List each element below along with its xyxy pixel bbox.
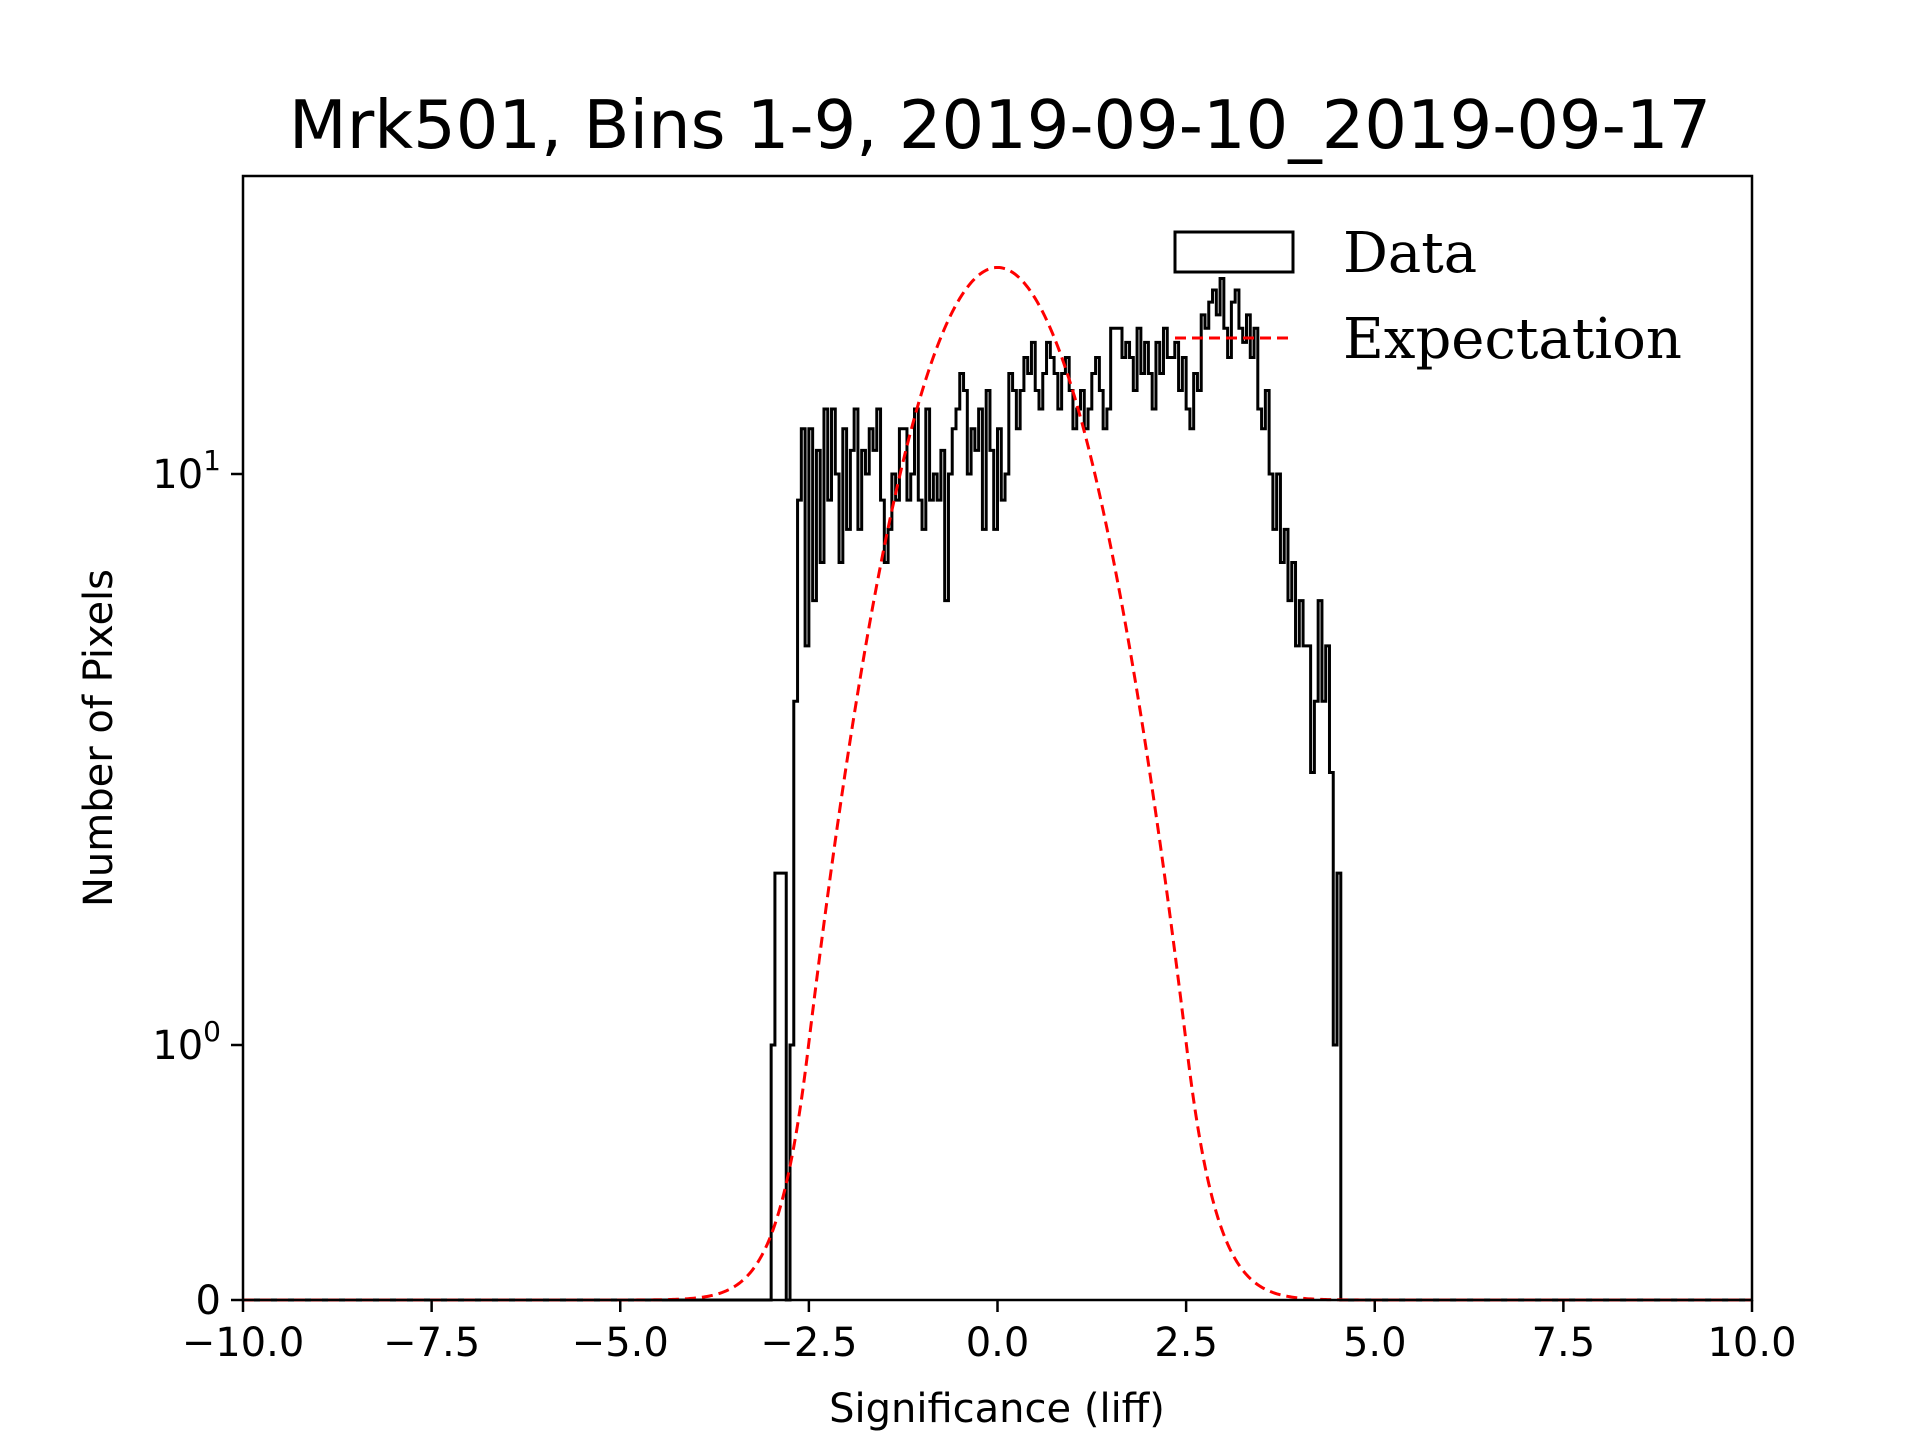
x-tick-label: 2.5 <box>1154 1320 1218 1366</box>
x-tick-label: −5.0 <box>572 1320 669 1366</box>
y-tick-label: 101 <box>152 444 221 498</box>
y-tick-label: 100 <box>152 1015 221 1069</box>
chart-title: Mrk501, Bins 1-9, 2019-09-10_2019-09-17 <box>289 86 1711 164</box>
x-tick-label: −10.0 <box>182 1320 305 1366</box>
x-tick-label: 5.0 <box>1343 1320 1407 1366</box>
x-tick-label: −7.5 <box>383 1320 480 1366</box>
legend-data-swatch <box>1173 230 1295 274</box>
x-tick-label: 7.5 <box>1532 1320 1596 1366</box>
histogram-data-series <box>243 276 1752 1302</box>
y-axis: 0 100 101 <box>152 444 243 1324</box>
expectation-curve <box>243 265 1752 1302</box>
x-tick-label: 10.0 <box>1707 1320 1796 1366</box>
x-tick-label: −2.5 <box>760 1320 857 1366</box>
y-axis-label: Number of Pixels <box>76 569 122 907</box>
x-tick-label: 0.0 <box>966 1320 1030 1366</box>
y-tick-label: 0 <box>196 1278 221 1324</box>
x-axis-label: Significance (liff) <box>829 1386 1165 1432</box>
x-axis: −10.0 −7.5 −5.0 −2.5 0.0 2.5 5.0 7.5 10.0 <box>182 1300 1797 1366</box>
legend: Data Expectation <box>1173 221 1682 372</box>
legend-data-label: Data <box>1343 221 1477 286</box>
legend-expectation-label: Expectation <box>1343 307 1682 372</box>
